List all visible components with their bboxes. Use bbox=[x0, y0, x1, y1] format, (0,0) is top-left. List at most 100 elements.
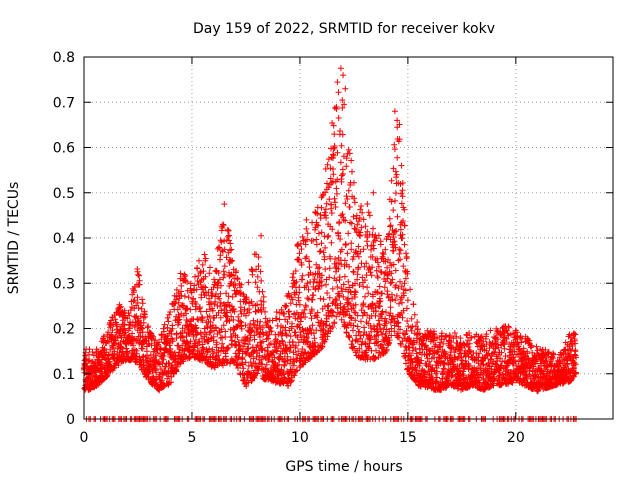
data-point bbox=[359, 274, 366, 281]
data-point bbox=[360, 216, 367, 223]
data-point bbox=[164, 314, 171, 321]
data-point bbox=[343, 193, 350, 200]
data-point bbox=[249, 271, 256, 278]
data-point bbox=[273, 309, 280, 315]
data-point bbox=[247, 320, 254, 327]
data-point bbox=[200, 268, 207, 275]
data-point bbox=[234, 334, 241, 341]
data-point bbox=[294, 367, 300, 374]
data-point bbox=[303, 253, 310, 260]
data-point bbox=[366, 332, 373, 339]
data-point bbox=[97, 361, 104, 368]
data-point bbox=[360, 283, 367, 290]
data-point bbox=[352, 289, 359, 296]
data-point bbox=[238, 281, 245, 288]
data-point bbox=[204, 349, 211, 356]
data-point bbox=[216, 276, 223, 283]
data-point bbox=[187, 306, 194, 313]
data-point bbox=[335, 115, 342, 121]
data-point bbox=[254, 301, 261, 308]
data-point bbox=[219, 225, 226, 231]
data-point bbox=[150, 333, 157, 340]
data-point bbox=[289, 274, 296, 281]
data-point bbox=[335, 89, 342, 96]
data-point bbox=[168, 379, 174, 386]
y-tick-label: 0.8 bbox=[53, 50, 75, 66]
data-point bbox=[328, 205, 335, 212]
data-point bbox=[331, 195, 338, 202]
data-point bbox=[363, 272, 370, 279]
data-point bbox=[283, 332, 290, 339]
data-point bbox=[139, 296, 146, 303]
data-point bbox=[324, 303, 331, 310]
x-tick-label: 5 bbox=[187, 430, 196, 446]
data-point bbox=[326, 274, 333, 281]
data-point bbox=[313, 261, 320, 268]
data-point bbox=[387, 236, 394, 243]
data-point bbox=[361, 277, 368, 284]
data-point bbox=[198, 294, 205, 301]
data-point bbox=[396, 334, 403, 341]
data-point bbox=[298, 314, 305, 321]
data-point bbox=[296, 284, 303, 291]
data-point bbox=[206, 270, 213, 277]
data-point bbox=[305, 286, 312, 293]
data-point bbox=[299, 233, 306, 240]
data-point bbox=[334, 284, 341, 290]
data-point bbox=[246, 309, 253, 316]
data-point bbox=[173, 296, 180, 303]
data-point bbox=[387, 280, 394, 287]
data-point bbox=[219, 221, 226, 228]
data-point bbox=[183, 310, 189, 317]
data-point bbox=[360, 246, 367, 253]
data-points bbox=[80, 65, 580, 422]
data-point bbox=[233, 268, 240, 274]
data-point bbox=[260, 298, 267, 305]
x-tick-label: 20 bbox=[507, 430, 525, 446]
data-point bbox=[227, 247, 233, 254]
data-point bbox=[89, 349, 96, 355]
data-point bbox=[194, 315, 201, 322]
data-point bbox=[310, 292, 317, 299]
data-point bbox=[160, 328, 167, 335]
data-point bbox=[374, 259, 381, 266]
data-point bbox=[330, 122, 337, 129]
data-point bbox=[238, 319, 245, 326]
data-point bbox=[385, 293, 392, 300]
data-point bbox=[392, 190, 399, 197]
data-point bbox=[317, 295, 324, 302]
data-point bbox=[333, 297, 340, 304]
data-point bbox=[351, 225, 358, 232]
data-point bbox=[345, 278, 352, 285]
data-point bbox=[154, 350, 160, 356]
data-point bbox=[330, 145, 337, 152]
data-point bbox=[207, 264, 213, 271]
data-point bbox=[173, 286, 180, 293]
data-point bbox=[382, 246, 389, 253]
data-point bbox=[217, 290, 224, 297]
data-point bbox=[184, 279, 191, 285]
data-point bbox=[130, 342, 137, 349]
data-point bbox=[360, 300, 367, 307]
data-point bbox=[126, 325, 133, 332]
data-point bbox=[169, 348, 175, 355]
data-point bbox=[241, 340, 248, 347]
data-point bbox=[157, 345, 164, 352]
y-tick-label: 0.5 bbox=[53, 186, 75, 202]
data-point bbox=[208, 300, 214, 307]
data-point bbox=[203, 308, 210, 315]
data-point bbox=[226, 317, 233, 324]
data-point bbox=[218, 239, 225, 245]
data-point bbox=[224, 345, 231, 352]
data-point bbox=[326, 253, 333, 260]
data-point bbox=[379, 250, 386, 256]
data-point bbox=[334, 176, 341, 183]
y-tick-label: 0.6 bbox=[53, 141, 75, 157]
data-point bbox=[190, 295, 197, 302]
data-point bbox=[139, 300, 146, 307]
data-point bbox=[130, 289, 137, 296]
data-point bbox=[228, 313, 235, 320]
data-point bbox=[375, 232, 382, 239]
data-point bbox=[388, 332, 395, 339]
